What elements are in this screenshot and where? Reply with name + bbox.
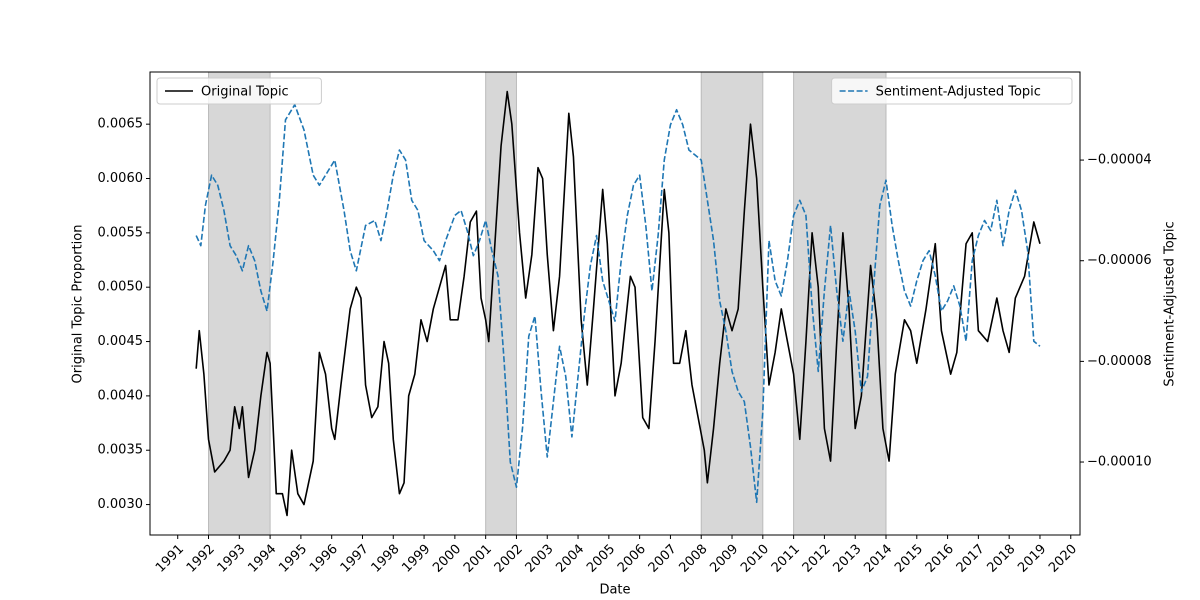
y-tick-label: 0.0065	[98, 117, 144, 132]
legend: Original Topic	[156, 77, 322, 105]
legend-label: Sentiment-Adjusted Topic	[876, 85, 1041, 100]
series-line	[195, 103, 1041, 504]
y2-tick-label: −0.00010	[1087, 455, 1152, 470]
y-tick-label: 0.0060	[98, 171, 144, 186]
legend-box	[831, 77, 1073, 105]
y2-tick-label: −0.00004	[1087, 153, 1152, 168]
x-tick-label: 2003	[523, 542, 557, 576]
y-tick-label: 0.0050	[98, 280, 144, 295]
y-tick-label: 0.0030	[98, 497, 144, 512]
x-tick-label: 1992	[184, 542, 218, 576]
x-tick-label: 2018	[984, 542, 1018, 576]
x-tick-label: 2019	[1015, 542, 1049, 576]
x-tick-label: 2015	[892, 542, 926, 576]
y-axis-label: Original Topic Proportion	[71, 225, 86, 384]
shaded-span	[700, 71, 764, 536]
x-tick-label: 2009	[707, 542, 741, 576]
x-tick-label: 2012	[800, 542, 834, 576]
y-tick-label: 0.0045	[98, 334, 144, 349]
legend-label: Original Topic	[201, 85, 289, 100]
x-tick-label: 2011	[769, 542, 803, 576]
x-tick-label: 2017	[954, 542, 988, 576]
x-tick-label: 2001	[461, 542, 495, 576]
x-tick-label: 2008	[677, 542, 711, 576]
y-tick-label: 0.0040	[98, 388, 144, 403]
legend: Sentiment-Adjusted Topic	[831, 77, 1073, 105]
y2-tick-label: −0.00006	[1087, 253, 1152, 268]
y-tick-label: 0.0055	[98, 225, 144, 240]
x-tick-label: 2014	[861, 542, 895, 576]
shaded-span	[208, 71, 271, 536]
x-tick-label: 1994	[245, 542, 279, 576]
x-tick-label: 2006	[615, 542, 649, 576]
x-tick-label: 2020	[1046, 542, 1080, 576]
x-tick-label: 1991	[153, 542, 187, 576]
x-tick-label: 1997	[338, 542, 372, 576]
x-tick-label: 1998	[369, 542, 403, 576]
y2-axis-label: Sentiment-Adjusted Topic	[1163, 221, 1178, 386]
x-axis-label: Date	[599, 583, 630, 598]
y2-tick-label: −0.00008	[1087, 354, 1152, 369]
x-tick-label: 2010	[738, 542, 772, 576]
x-tick-label: 2000	[430, 542, 464, 576]
shaded-span	[793, 71, 887, 536]
plot-frame	[149, 71, 1081, 536]
series-line	[195, 90, 1041, 517]
x-tick-label: 1993	[215, 542, 249, 576]
x-tick-label: 2007	[646, 542, 680, 576]
x-tick-label: 1999	[399, 542, 433, 576]
x-tick-label: 2004	[553, 542, 587, 576]
x-tick-label: 2005	[584, 542, 618, 576]
legend-box	[156, 77, 322, 105]
x-tick-label: 2016	[923, 542, 957, 576]
x-tick-label: 1996	[307, 542, 341, 576]
x-tick-label: 2013	[830, 542, 864, 576]
x-tick-label: 1995	[276, 542, 310, 576]
y-tick-label: 0.0035	[98, 443, 144, 458]
x-tick-label: 2002	[492, 542, 526, 576]
